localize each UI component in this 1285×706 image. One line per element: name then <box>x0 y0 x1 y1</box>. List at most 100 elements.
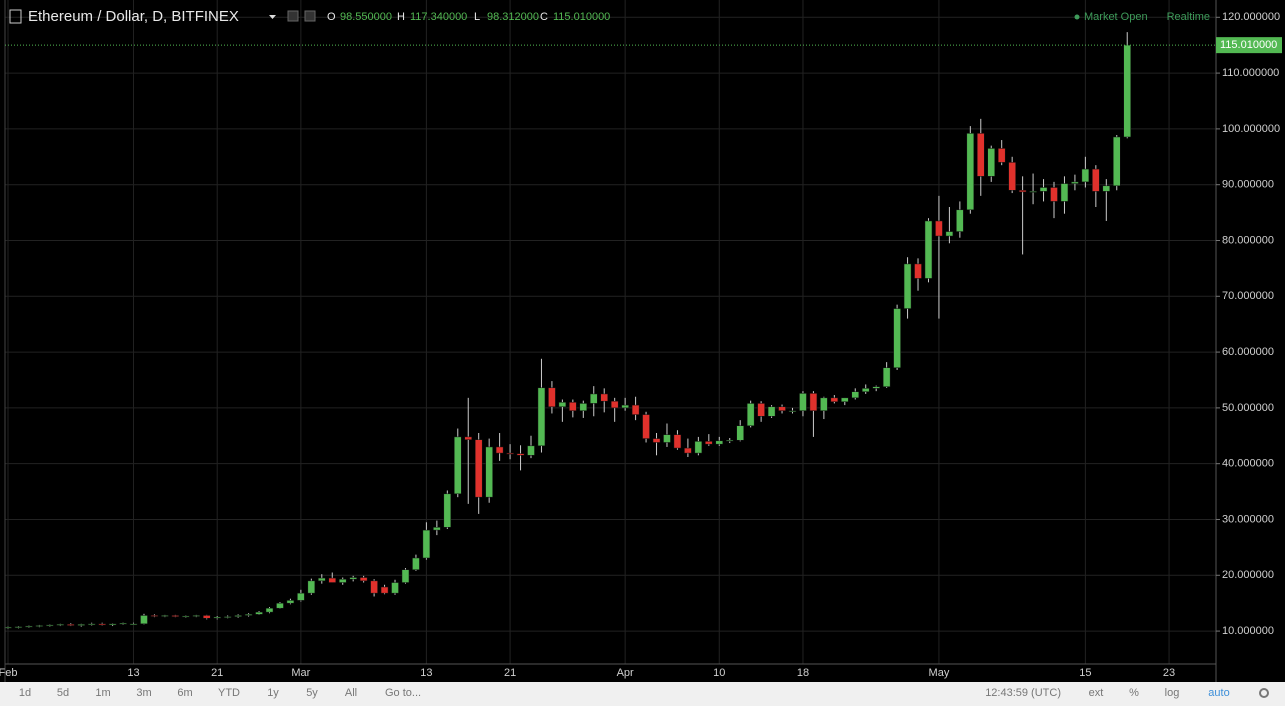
option-button[interactable]: % <box>1129 687 1139 699</box>
candle-body <box>150 615 159 617</box>
candle-body <box>223 616 232 618</box>
candle-body <box>558 402 567 408</box>
candle-body <box>506 452 514 455</box>
status: Market Open <box>1084 11 1148 23</box>
candle-body <box>778 406 786 411</box>
candle-body <box>297 592 305 601</box>
y-tick-label: 20.000000 <box>1222 569 1274 581</box>
option-button[interactable]: log <box>1165 687 1180 699</box>
candle-body <box>694 441 703 454</box>
x-tick-label: 18 <box>797 667 809 679</box>
candle-body <box>474 439 483 498</box>
x-tick-label: 15 <box>1079 667 1091 679</box>
candle-body <box>485 446 493 498</box>
settings-icon[interactable] <box>1259 688 1269 698</box>
ohlc-key: O <box>327 11 336 23</box>
range-button[interactable]: 5y <box>306 687 318 699</box>
candle-body <box>318 577 326 582</box>
candle-body <box>77 624 85 626</box>
chart-title[interactable]: Ethereum / Dollar, D, BITFINEX <box>28 8 239 25</box>
option-button[interactable]: ext <box>1089 687 1104 699</box>
range-button[interactable]: All <box>345 687 357 699</box>
y-tick-label: 100.000000 <box>1222 123 1280 135</box>
candle-body <box>956 209 964 232</box>
candle-body <box>527 445 535 456</box>
candle-body <box>1018 190 1027 193</box>
bottom-toolbar <box>0 682 1285 706</box>
range-button[interactable]: 5d <box>57 687 69 699</box>
candle-body <box>746 403 755 426</box>
candle-body <box>349 577 357 580</box>
candle-body <box>454 436 462 495</box>
x-tick-label: Mar <box>291 667 310 679</box>
y-tick-label: 120.000000 <box>1222 11 1280 23</box>
y-tick-label: 110.000000 <box>1222 67 1279 79</box>
candle-body <box>412 557 420 570</box>
range-button[interactable]: 1d <box>19 687 31 699</box>
candle-body <box>119 623 127 625</box>
range-button[interactable]: YTD <box>218 687 240 699</box>
candle-body <box>1060 183 1069 202</box>
candle-body <box>171 615 180 617</box>
candle-body <box>443 493 452 528</box>
candle-body <box>1092 168 1100 192</box>
candle-body <box>87 623 96 626</box>
candle-body <box>433 527 441 531</box>
candle-body <box>872 386 880 389</box>
candle-body <box>370 580 378 594</box>
candle-body <box>234 615 242 617</box>
ohlc-key: H <box>397 11 405 23</box>
x-tick-label: 23 <box>1163 667 1175 679</box>
candle-body <box>140 615 148 625</box>
y-tick-label: 40.000000 <box>1222 458 1274 470</box>
candle-body <box>244 614 253 616</box>
y-tick-label: 60.000000 <box>1222 346 1274 358</box>
candle-body <box>767 406 776 417</box>
candle-body <box>98 623 106 626</box>
candle-body <box>1071 181 1079 184</box>
range-button[interactable]: 1y <box>267 687 279 699</box>
last-price-box <box>1216 37 1282 54</box>
candle-body <box>548 387 556 408</box>
candle-body <box>809 393 818 411</box>
x-tick-label: 21 <box>211 667 223 679</box>
candle-body <box>422 529 431 559</box>
range-button[interactable]: 3m <box>136 687 151 699</box>
goto-button[interactable]: Go to... <box>385 687 421 699</box>
candle-body <box>25 625 33 628</box>
range-button[interactable]: 1m <box>95 687 110 699</box>
candle-body <box>673 434 682 449</box>
dropdown-arrow[interactable] <box>269 15 276 19</box>
candle-body <box>935 220 943 237</box>
candles <box>4 32 1131 629</box>
candle-body <box>569 402 577 411</box>
option-button[interactable]: auto <box>1208 687 1229 699</box>
icon[interactable] <box>287 10 299 22</box>
candle-body <box>516 453 525 456</box>
icon[interactable] <box>304 10 316 22</box>
ohlc-value: 115.010000 <box>553 11 610 23</box>
candle-body <box>841 397 849 402</box>
candle-body <box>642 414 650 439</box>
candle-body <box>1113 136 1121 187</box>
candle-body <box>359 577 368 582</box>
candle-body <box>600 393 608 402</box>
candle-body <box>788 410 797 412</box>
candle-body <box>192 615 201 617</box>
candle-body <box>4 626 12 629</box>
candle-body <box>14 626 23 628</box>
candle-body <box>725 439 734 442</box>
grid <box>5 0 1216 664</box>
candle-body <box>684 447 692 454</box>
ohlc-value: 98.312000 <box>487 11 539 23</box>
candle-body <box>202 615 211 619</box>
x-tick-label: 13 <box>420 667 432 679</box>
candle-body <box>161 615 169 617</box>
y-tick-label: 90.000000 <box>1222 179 1274 191</box>
range-button[interactable]: 6m <box>177 687 192 699</box>
ohlc-value: 98.550000 <box>340 11 392 23</box>
toolbar: 1d 5d 1m 3m 6m YTD 1y 5y All Go to... 12:43:59 (UT… <box>19 687 1230 699</box>
